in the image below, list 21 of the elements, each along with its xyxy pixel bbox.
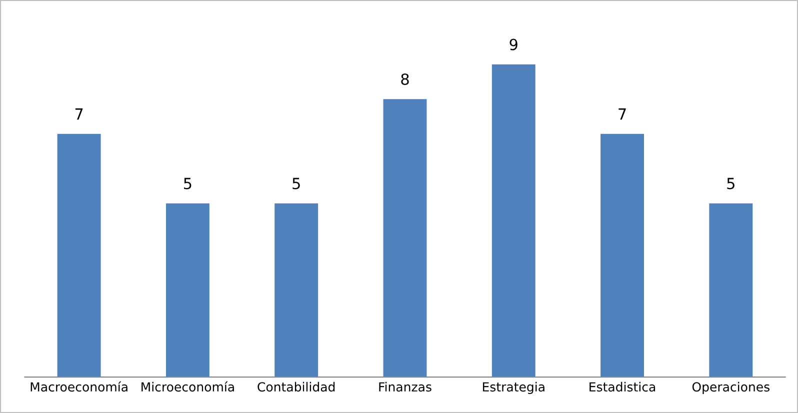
bar bbox=[600, 134, 644, 378]
x-tick-label: Contabilidad bbox=[258, 382, 335, 392]
data-label: 5 bbox=[727, 178, 734, 190]
bar bbox=[709, 203, 753, 378]
data-label: 7 bbox=[75, 108, 83, 120]
bar bbox=[274, 203, 318, 378]
data-label: 7 bbox=[618, 108, 626, 120]
x-tick-label: Estrategia bbox=[482, 382, 544, 394]
bar bbox=[166, 203, 210, 378]
x-tick-label: Operaciones bbox=[692, 382, 770, 394]
x-tick-label: Macroeconomía bbox=[30, 381, 128, 392]
bar bbox=[492, 64, 536, 378]
data-label: 9 bbox=[510, 38, 518, 50]
x-tick-label: Microeconomía bbox=[142, 381, 234, 392]
data-label: 5 bbox=[184, 178, 192, 190]
bar bbox=[383, 99, 427, 378]
x-tick-label: Estadistica bbox=[590, 382, 656, 392]
data-label: 5 bbox=[292, 178, 300, 190]
data-label: 8 bbox=[401, 73, 409, 86]
bar bbox=[57, 134, 101, 378]
x-tick-label: Finanzas bbox=[379, 382, 432, 392]
